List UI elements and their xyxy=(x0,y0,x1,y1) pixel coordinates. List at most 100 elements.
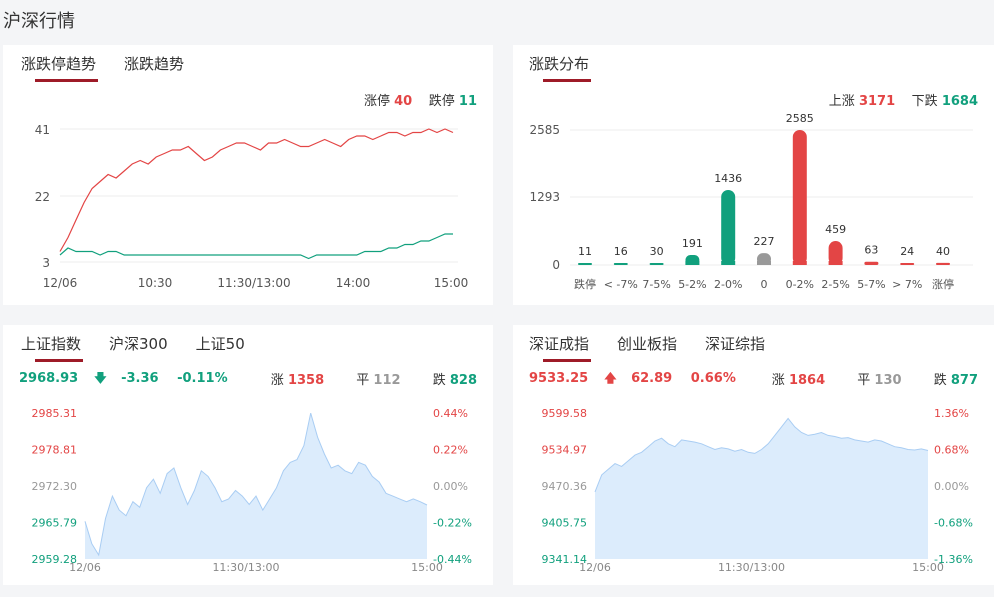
limit-down-value: 11 xyxy=(458,94,477,109)
distribution-bar-base xyxy=(721,261,736,265)
sz-breadth: 涨 1864 平 130 跌 877 xyxy=(744,369,978,388)
right-tick-label: -0.68% xyxy=(934,517,973,530)
left-tick-label: 9405.75 xyxy=(542,517,588,530)
sz-up-value: 1864 xyxy=(788,373,826,388)
arrow-down-icon: 🡇 xyxy=(94,371,107,385)
x-tick-label: 10:30 xyxy=(138,276,173,290)
right-tick-label: 0.44% xyxy=(433,407,468,420)
distribution-bar-base xyxy=(757,261,771,265)
x-tick-label: 12/06 xyxy=(69,561,101,574)
fall-value: 1684 xyxy=(941,94,978,109)
distribution-bar xyxy=(792,130,807,265)
data-label: 16 xyxy=(614,245,628,258)
sz-flat-label: 平 xyxy=(857,373,871,388)
dist-tabs: 涨跌分布 xyxy=(529,53,617,82)
right-tick-label: -0.22% xyxy=(433,517,472,530)
distribution-bar xyxy=(864,261,879,265)
tab-szse-component[interactable]: 深证成指 xyxy=(529,333,592,362)
rise-label: 上涨 xyxy=(828,94,855,109)
right-tick-label: 1.36% xyxy=(934,407,969,420)
sh-change: -3.36 xyxy=(121,371,159,386)
limit-trend-chart: 41 22 3 12/06 10:30 11:30/13:00 14:00 15… xyxy=(35,123,469,290)
sz-quote: 9533.25 🡅 62.89 0.66% xyxy=(529,369,750,390)
distribution-bar xyxy=(828,241,843,265)
fall-label: 下跌 xyxy=(911,94,938,109)
sh-down-value: 828 xyxy=(449,373,477,388)
data-label: 191 xyxy=(682,237,703,250)
sz-index-chart: 9599.58 1.36% 9534.97 0.68% 9470.36 0.00% 9405… xyxy=(542,407,973,574)
category-label: 2-0% xyxy=(714,278,742,291)
right-tick-label: 0.22% xyxy=(433,444,468,457)
index-line xyxy=(84,412,428,557)
distribution-bar-base xyxy=(828,261,843,265)
y-tick-label: 22 xyxy=(35,190,50,204)
sz-pct: 0.66% xyxy=(690,371,736,386)
distribution-bar xyxy=(649,263,664,265)
left-tick-label: 2959.28 xyxy=(32,553,78,566)
data-label: 11 xyxy=(578,245,592,258)
distribution-bar xyxy=(900,263,915,265)
x-tick-label: 15:00 xyxy=(411,561,443,574)
tab-sse-composite[interactable]: 上证指数 xyxy=(21,333,84,362)
category-label: 2-5% xyxy=(821,278,849,291)
data-label: 227 xyxy=(754,235,775,248)
category-label: 跌停 xyxy=(574,277,596,291)
tab-chinext[interactable]: 创业板指 xyxy=(617,335,678,353)
tab-distribution[interactable]: 涨跌分布 xyxy=(529,53,592,82)
sz-up-label: 涨 xyxy=(771,373,785,388)
sh-flat-value: 112 xyxy=(373,373,401,388)
left-tick-label: 9534.97 xyxy=(542,444,588,457)
category-label: 5-2% xyxy=(678,278,706,291)
left-tick-label: 2972.30 xyxy=(32,480,78,493)
tab-szse-composite[interactable]: 深证综指 xyxy=(705,335,766,353)
sh-tabs: 上证指数 沪深300 上证50 xyxy=(21,333,273,362)
data-label: 1436 xyxy=(714,172,742,185)
arrow-up-icon: 🡅 xyxy=(604,371,617,385)
rise-value: 3171 xyxy=(858,94,896,109)
limit-stats: 涨停 40 跌停 11 xyxy=(364,90,477,109)
x-tick-label: 15:00 xyxy=(434,276,469,290)
index-line xyxy=(594,417,929,493)
tab-rise-fall-trend[interactable]: 涨跌趋势 xyxy=(124,55,185,73)
tab-sse50[interactable]: 上证50 xyxy=(195,335,245,353)
data-label: 24 xyxy=(900,245,914,258)
sh-breadth: 涨 1358 平 112 跌 828 xyxy=(243,369,477,388)
distribution-bar xyxy=(613,263,628,265)
left-tick-label: 2985.31 xyxy=(32,407,78,420)
sz-tabs: 深证成指 创业板指 深证综指 xyxy=(529,333,793,362)
data-label: 30 xyxy=(650,245,664,258)
x-tick-label: 14:00 xyxy=(336,276,371,290)
page-title: 沪深行情 xyxy=(3,11,75,32)
sh-up-value: 1358 xyxy=(287,373,325,388)
category-label: 0 xyxy=(761,278,768,291)
sz-index-panel: 深证成指 创业板指 深证综指 9533.25 🡅 62.89 0.66% 涨 18… xyxy=(513,325,994,585)
data-label: 459 xyxy=(825,223,846,236)
tab-limit-trend[interactable]: 涨跌停趋势 xyxy=(21,53,99,82)
distribution-panel: 涨跌分布 上涨 3171 下跌 1684 2585 1293 0 11 跌停 16 <… xyxy=(513,45,994,305)
data-label: 63 xyxy=(864,244,878,257)
sh-index-panel: 上证指数 沪深300 上证50 2968.93 🡇 -3.36 -0.11% 涨 … xyxy=(3,325,493,585)
y-tick-label: 41 xyxy=(35,123,50,137)
category-label: 0-2% xyxy=(786,278,814,291)
tab-csi300[interactable]: 沪深300 xyxy=(109,335,168,353)
distribution-bar xyxy=(721,190,736,265)
x-tick-label: 11:30/13:00 xyxy=(212,561,279,574)
right-tick-label: 0.00% xyxy=(433,480,468,493)
distribution-bar-base xyxy=(685,261,700,265)
sh-quote: 2968.93 🡇 -3.36 -0.11% xyxy=(19,369,242,390)
limit-up-line xyxy=(59,128,454,252)
limit-up-value: 40 xyxy=(394,94,413,109)
right-tick-label: -1.36% xyxy=(934,553,973,566)
limit-tabs: 涨跌停趋势 涨跌趋势 xyxy=(21,53,212,82)
index-area xyxy=(595,418,928,559)
distribution-bar-base xyxy=(792,261,807,265)
x-tick-label: 12/06 xyxy=(43,276,78,290)
dist-stats: 上涨 3171 下跌 1684 xyxy=(829,90,978,109)
left-tick-label: 2965.79 xyxy=(32,517,78,530)
distribution-chart: 2585 1293 0 11 跌停 16 < -7% 30 7-5% 191 5-2% 1436… xyxy=(529,112,973,291)
left-tick-label: 9470.36 xyxy=(542,480,588,493)
limit-trend-panel: 涨跌停趋势 涨跌趋势 涨停 40 跌停 11 41 22 3 12/06 10:… xyxy=(3,45,493,305)
y-tick-label: 3 xyxy=(42,256,50,270)
category-label: 7-5% xyxy=(642,278,670,291)
data-label: 40 xyxy=(936,245,950,258)
